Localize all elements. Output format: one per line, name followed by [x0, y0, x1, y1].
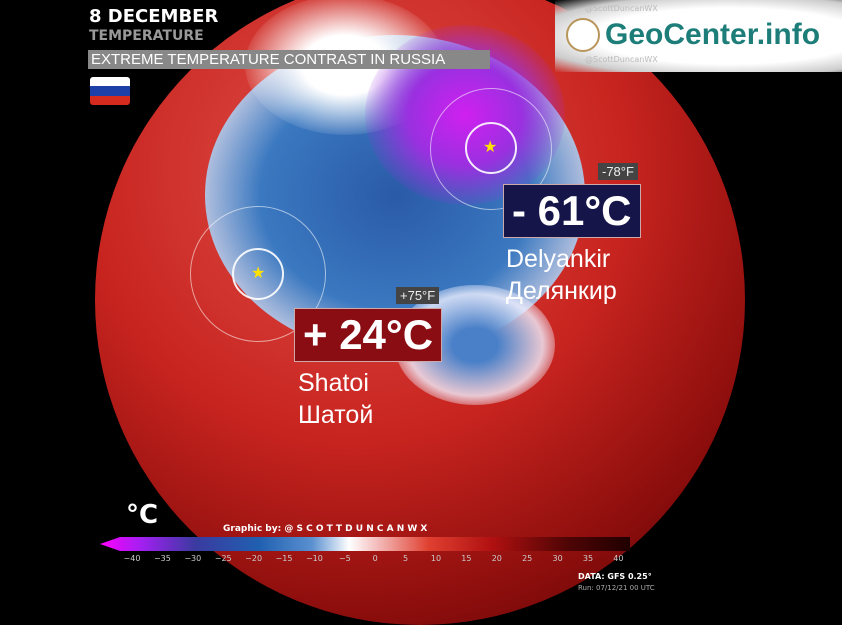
colorbar-tick-label: 40: [613, 554, 624, 563]
colorbar-tick-label: −10: [305, 554, 323, 563]
geocenter-logo-icon: [566, 18, 600, 52]
colorbar-tick-label: −30: [184, 554, 202, 563]
russia-flag-icon: [90, 77, 130, 105]
date-title: 8 DECEMBER: [89, 6, 219, 27]
watermark-background: [555, 0, 842, 72]
cold-place-name-en: Delyankir: [506, 245, 611, 273]
variable-title: TEMPERATURE: [89, 28, 204, 44]
hot-fahrenheit-label: +75°F: [396, 287, 440, 304]
model-run: Run: 07/12/21 00 UTC: [578, 584, 655, 592]
geocenter-logo-text: GeoCenter.info: [605, 18, 821, 51]
legend-unit: °C: [126, 500, 159, 530]
temperature-colorbar: [100, 537, 630, 551]
cold-fahrenheit-label: -78°F: [598, 163, 638, 180]
colorbar-tick-label: 10: [430, 554, 442, 563]
cold-location-ring: [465, 122, 517, 174]
colorbar-tick-label: −15: [275, 554, 293, 563]
colorbar-tick-label: 25: [522, 554, 533, 563]
twitter-handle: @ScottDuncanWX: [585, 55, 658, 64]
star-icon: ★: [483, 137, 498, 156]
star-icon: ★: [251, 263, 266, 282]
cold-celsius-label: - 61°C: [503, 184, 641, 238]
colorbar-tick-label: 5: [403, 554, 409, 563]
cold-location-outer-ring: [430, 88, 552, 210]
colorbar-tick-label: −25: [214, 554, 232, 563]
colorbar-tick-label: 15: [461, 554, 472, 563]
facebook-handle: @ScottDuncanWX: [585, 4, 658, 13]
graphic-credit: Graphic by: @ S C O T T D U N C A N W X: [223, 524, 428, 534]
colorbar-tick-label: 35: [582, 554, 594, 563]
colorbar-tick-label: −40: [123, 554, 141, 563]
colorbar-tick-label: 0: [372, 554, 378, 563]
colorbar-tick-label: −35: [153, 554, 171, 563]
cold-place-name-ru: Делянкир: [506, 277, 617, 305]
hot-celsius-label: + 24°C: [294, 308, 443, 362]
data-source: DATA: GFS 0.25°: [578, 572, 652, 581]
hot-place-name-en: Shatoi: [298, 369, 369, 397]
colorbar-tick-label: −5: [338, 554, 351, 563]
colorbar-tick-label: −20: [245, 554, 263, 563]
hot-location-outer-ring: [190, 206, 326, 342]
hot-location-ring: [232, 248, 284, 300]
subtitle: EXTREME TEMPERATURE CONTRAST IN RUSSIA: [88, 50, 490, 69]
hot-place-name-ru: Шатой: [298, 401, 374, 429]
colorbar-tick-label: 30: [552, 554, 563, 563]
colorbar-tick-label: 20: [491, 554, 502, 563]
